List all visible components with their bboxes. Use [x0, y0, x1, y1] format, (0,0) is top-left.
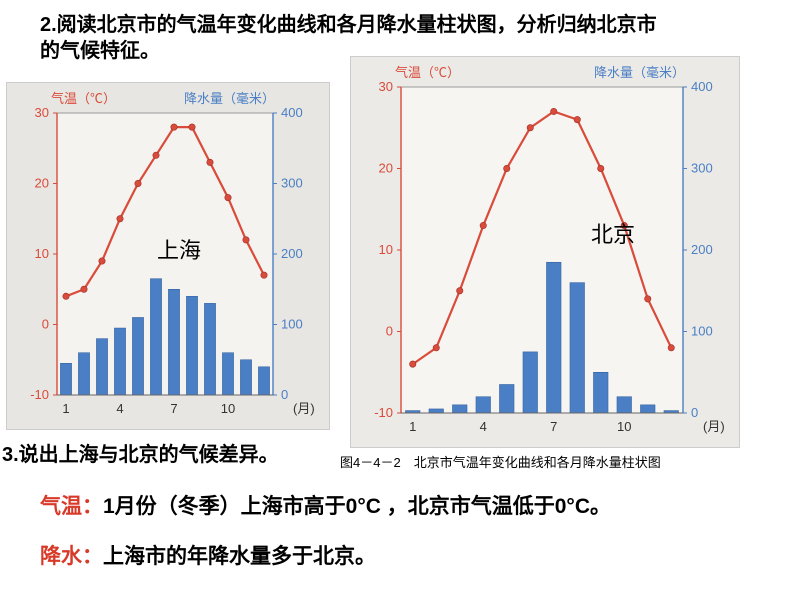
figure-caption: 图4－4－2 北京市气温年变化曲线和各月降水量柱状图: [340, 452, 661, 471]
svg-text:300: 300: [691, 161, 713, 176]
answer-temp-text: 1月份（冬季）上海市高于0°C ，北京市气温低于0°C。: [103, 495, 611, 518]
svg-text:降水量（毫米）: 降水量（毫米）: [594, 65, 685, 80]
answer-precip-label: 降水：: [40, 545, 103, 568]
svg-text:气温（℃）: 气温（℃）: [51, 91, 116, 106]
svg-text:降水量（毫米）: 降水量（毫米）: [184, 91, 275, 106]
svg-text:20: 20: [379, 161, 393, 176]
answer-precip-text: 上海市的年降水量多于北京。: [103, 545, 376, 568]
svg-text:10: 10: [35, 246, 49, 261]
svg-text:-10: -10: [374, 405, 393, 420]
svg-text:200: 200: [691, 242, 713, 257]
beijing-city-label: 北京: [591, 217, 635, 249]
svg-text:400: 400: [281, 105, 303, 120]
svg-text:0: 0: [281, 387, 288, 402]
svg-text:30: 30: [35, 105, 49, 120]
beijing-chart-svg: -100102030010020030040014710(月)气温（℃）降水量（…: [351, 57, 739, 447]
svg-text:10: 10: [221, 401, 235, 416]
svg-text:30: 30: [379, 79, 393, 94]
question-3: 3.说出上海与北京的气候差异。: [2, 438, 279, 467]
svg-text:200: 200: [281, 246, 303, 261]
answer-temp-label: 气温：: [40, 495, 103, 518]
svg-text:4: 4: [480, 419, 487, 434]
svg-text:7: 7: [170, 401, 177, 416]
svg-text:10: 10: [379, 242, 393, 257]
shanghai-city-label: 上海: [157, 233, 201, 265]
svg-text:1: 1: [409, 419, 416, 434]
svg-text:气温（℃）: 气温（℃）: [395, 65, 460, 80]
beijing-chart: -100102030010020030040014710(月)气温（℃）降水量（…: [350, 56, 740, 448]
svg-text:0: 0: [386, 324, 393, 339]
svg-text:4: 4: [116, 401, 123, 416]
svg-text:100: 100: [281, 317, 303, 332]
svg-text:10: 10: [617, 419, 631, 434]
svg-text:300: 300: [281, 176, 303, 191]
svg-text:-10: -10: [30, 387, 49, 402]
svg-text:100: 100: [691, 324, 713, 339]
svg-text:400: 400: [691, 79, 713, 94]
svg-text:0: 0: [42, 317, 49, 332]
shanghai-chart: -100102030010020030040014710(月)气温（℃）降水量（…: [6, 82, 330, 430]
svg-text:(月): (月): [293, 401, 315, 416]
svg-text:20: 20: [35, 176, 49, 191]
svg-text:1: 1: [62, 401, 69, 416]
question-2-line2: 的气候特征。: [40, 34, 160, 63]
question-2-line1: 2.阅读北京市的气温年变化曲线和各月降水量柱状图，分析归纳北京市: [40, 8, 657, 37]
svg-text:7: 7: [550, 419, 557, 434]
svg-text:0: 0: [691, 405, 698, 420]
svg-text:(月): (月): [703, 419, 725, 434]
